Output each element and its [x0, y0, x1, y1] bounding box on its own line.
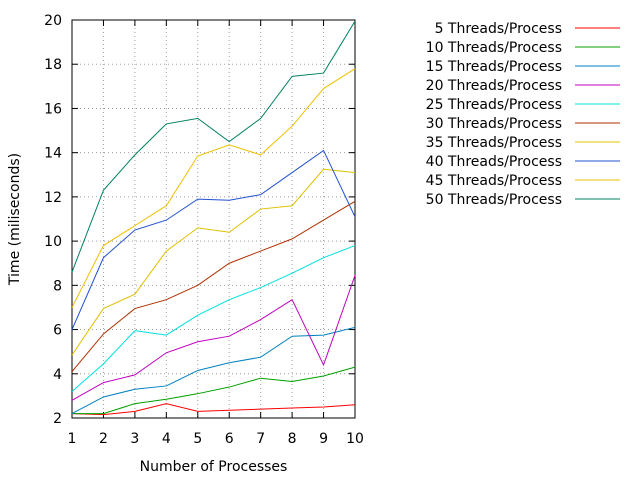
- y-axis-label: Time (miliseconds): [7, 153, 23, 286]
- x-tick-label: 9: [319, 431, 328, 447]
- legend-label: 45 Threads/Process: [426, 173, 562, 189]
- y-tick-label: 10: [44, 234, 62, 250]
- series-line-10: [71, 20, 356, 273]
- y-tick-label: 18: [44, 57, 62, 73]
- x-tick-label: 10: [346, 431, 364, 447]
- legend-label: 25 Threads/Process: [426, 97, 562, 113]
- series-lines: [71, 20, 356, 416]
- grid: [72, 20, 355, 418]
- legend-label: 30 Threads/Process: [426, 116, 562, 132]
- series-line-1: [71, 403, 356, 416]
- x-tick-label: 1: [68, 431, 77, 447]
- x-tick-label: 5: [193, 431, 202, 447]
- y-tick-label: 12: [44, 190, 62, 206]
- legend-label: 5 Threads/Process: [435, 21, 562, 37]
- x-tick-label: 4: [162, 431, 171, 447]
- y-tick-label: 20: [44, 13, 62, 29]
- x-tick-label: 8: [288, 431, 297, 447]
- x-tick-label: 3: [130, 431, 139, 447]
- y-tick-label: 8: [53, 278, 62, 294]
- legend-label: 10 Threads/Process: [426, 40, 562, 56]
- y-tick-label: 6: [53, 323, 62, 339]
- series-line-9: [71, 68, 356, 308]
- y-tick-label: 2: [53, 411, 62, 427]
- legend-label: 15 Threads/Process: [426, 59, 562, 75]
- legend-label: 20 Threads/Process: [426, 78, 562, 94]
- y-tick-label: 4: [53, 367, 62, 383]
- x-tick-label: 6: [225, 431, 234, 447]
- plot-frame: [71, 19, 356, 419]
- series-line-3: [71, 326, 356, 415]
- series-line-2: [72, 366, 356, 415]
- series-line-6: [71, 200, 356, 372]
- series-line-5: [71, 245, 356, 392]
- series-line-7: [71, 168, 356, 356]
- legend: 5 Threads/Process 10 Threads/Process 15 Th…: [426, 21, 620, 208]
- y-tick-label: 16: [44, 101, 62, 117]
- x-axis-label: Number of Processes: [140, 459, 288, 475]
- legend-label: 50 Threads/Process: [426, 192, 562, 208]
- series-line-4: [71, 275, 356, 401]
- y-tick-label: 14: [44, 146, 62, 162]
- series-line-8: [71, 149, 356, 330]
- legend-label: 35 Threads/Process: [426, 135, 562, 151]
- x-tick-label: 2: [99, 431, 108, 447]
- legend-label: 40 Threads/Process: [426, 154, 562, 170]
- x-tick-label: 7: [256, 431, 265, 447]
